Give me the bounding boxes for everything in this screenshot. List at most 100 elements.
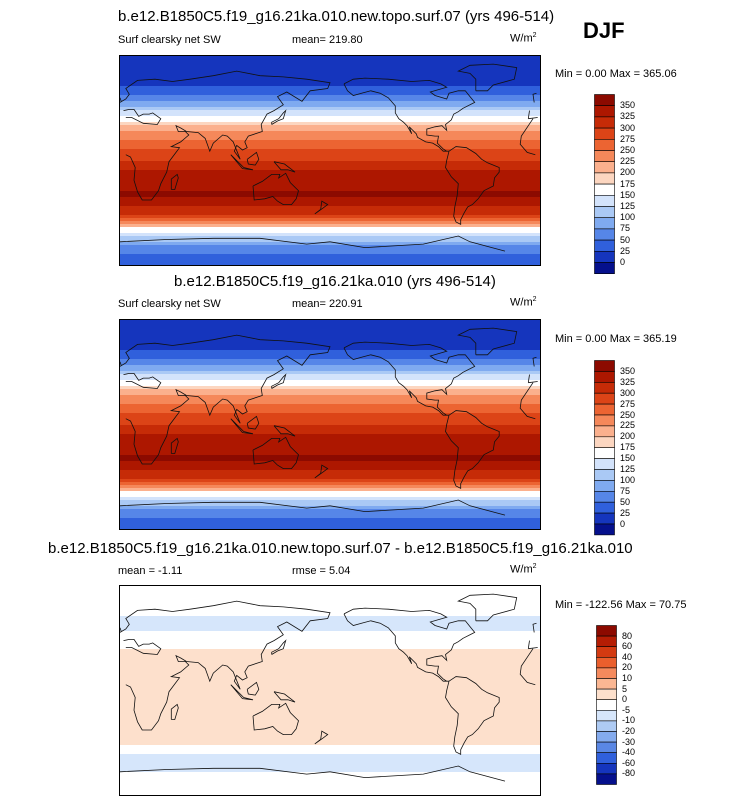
- coastline: [528, 647, 538, 650]
- colorbar-label: 150: [620, 453, 636, 464]
- coastline: [445, 676, 500, 756]
- field-band: [120, 371, 540, 375]
- colorbar-label: -30: [622, 736, 636, 747]
- field-band: [120, 461, 540, 465]
- panel1-mean: mean= 219.80: [292, 34, 363, 46]
- colorbar-label: 225: [620, 156, 636, 167]
- coastline: [519, 382, 536, 420]
- field-band: [120, 92, 540, 96]
- colorbar-swatch: [596, 699, 617, 711]
- field-band: [120, 104, 540, 108]
- field-band: [120, 652, 540, 656]
- field-band: [120, 233, 540, 237]
- field-band: [120, 251, 540, 255]
- field-band: [120, 649, 540, 653]
- coastline: [528, 381, 538, 384]
- field-band: [120, 155, 540, 159]
- coastline: [314, 464, 329, 479]
- field-band: [120, 344, 540, 348]
- field-band: [120, 721, 540, 725]
- colorbar-swatch: [596, 646, 617, 658]
- field-band: [120, 524, 540, 528]
- field-band: [120, 137, 540, 141]
- field-band: [120, 730, 540, 734]
- field-band: [120, 667, 540, 671]
- field-band: [120, 236, 540, 240]
- field-band: [120, 685, 540, 689]
- field-band: [120, 173, 540, 177]
- field-band: [120, 706, 540, 710]
- field-band: [120, 673, 540, 677]
- field-band: [120, 500, 540, 504]
- field-band: [120, 664, 540, 668]
- panel3-title: b.e12.B1850C5.f19_g16.21ka.010.new.topo.…: [48, 540, 633, 557]
- field-band: [120, 242, 540, 246]
- colorbar-swatch: [594, 127, 615, 140]
- field-band: [120, 628, 540, 632]
- coastline: [271, 373, 287, 389]
- field-band: [120, 754, 540, 758]
- field-band: [120, 515, 540, 519]
- colorbar-swatch: [594, 138, 615, 151]
- field-band: [120, 131, 540, 135]
- field-band: [120, 691, 540, 695]
- field-band: [120, 655, 540, 659]
- colorbar-label: 200: [620, 167, 636, 178]
- field-band: [120, 359, 540, 363]
- colorbar-swatch: [594, 228, 615, 241]
- field-band: [120, 407, 540, 411]
- colorbar-swatch: [594, 381, 615, 394]
- coastline: [123, 373, 162, 389]
- coastline: [252, 172, 299, 206]
- coastline: [230, 684, 254, 701]
- field-band: [120, 712, 540, 716]
- colorbar-label: 125: [620, 464, 636, 474]
- field-band: [120, 586, 540, 590]
- colorbar-swatch: [596, 752, 617, 764]
- colorbar-label: 0: [622, 694, 628, 705]
- panel2-mean: mean= 220.91: [292, 298, 363, 310]
- field-band: [120, 646, 540, 650]
- field-band: [120, 374, 540, 378]
- field-band: [120, 509, 540, 513]
- field-band: [120, 143, 540, 147]
- field-band: [120, 694, 540, 698]
- colorbar-label: 175: [620, 442, 636, 453]
- colorbar-label: 50: [620, 496, 631, 507]
- field-band: [120, 128, 540, 132]
- field-band: [120, 473, 540, 477]
- field-band: [120, 329, 540, 333]
- colorbar-label: 325: [620, 111, 636, 122]
- field-band: [120, 452, 540, 456]
- colorbar-label: -60: [622, 757, 636, 768]
- coastline: [457, 63, 518, 92]
- colorbar-swatch: [596, 635, 617, 648]
- field-band: [120, 703, 540, 707]
- coastline: [120, 627, 122, 632]
- field-band: [120, 419, 540, 423]
- field-band: [120, 89, 540, 93]
- colorbar-label: 75: [620, 223, 631, 234]
- colorbar-swatch: [594, 523, 615, 536]
- field-band: [120, 470, 540, 474]
- panel3-units: W/m2: [510, 563, 537, 576]
- field-band: [120, 443, 540, 447]
- field-band: [120, 781, 540, 785]
- field-band: [120, 218, 540, 222]
- colorbar-swatch: [596, 667, 617, 679]
- field-band: [120, 353, 540, 357]
- field-band: [120, 185, 540, 189]
- colorbar-swatches: [596, 625, 617, 785]
- season-label: DJF: [583, 18, 625, 43]
- field-band: [120, 488, 540, 492]
- colorbar-swatch: [596, 763, 617, 775]
- coastline: [329, 765, 506, 782]
- field-band: [120, 592, 540, 596]
- coastline: [120, 70, 331, 201]
- field-band: [120, 640, 540, 644]
- field-band: [120, 413, 540, 417]
- coastline: [120, 501, 331, 509]
- field-band: [120, 386, 540, 390]
- field-band: [120, 757, 540, 761]
- field-band: [120, 604, 540, 608]
